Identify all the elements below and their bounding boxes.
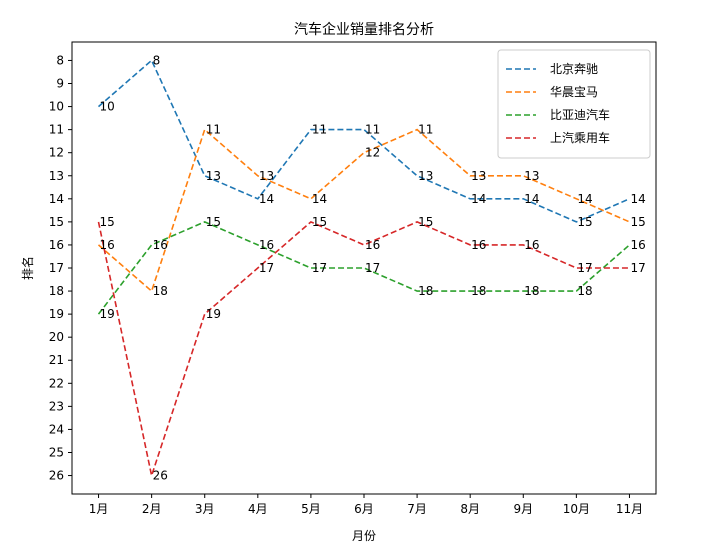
data-label: 11 (312, 123, 327, 137)
data-label: 14 (259, 192, 274, 206)
data-label: 18 (153, 284, 168, 298)
data-label: 26 (153, 469, 168, 483)
x-tick-label: 3月 (195, 502, 215, 516)
data-label: 13 (524, 169, 539, 183)
data-label: 17 (312, 261, 327, 275)
y-tick-label: 20 (49, 330, 64, 344)
data-label: 17 (630, 261, 645, 275)
x-tick-label: 10月 (563, 502, 590, 516)
data-label: 16 (153, 238, 168, 252)
legend-label: 北京奔驰 (550, 62, 598, 76)
series-layer (97, 59, 631, 479)
y-tick-label: 26 (49, 469, 64, 483)
y-axis-label: 排名 (20, 256, 35, 280)
legend-label: 上汽乘用车 (550, 130, 610, 145)
data-label: 14 (471, 192, 486, 206)
y-tick-label: 11 (49, 123, 64, 137)
y-tick-label: 24 (49, 422, 64, 436)
data-label: 13 (259, 169, 274, 183)
series-line-1 (97, 59, 630, 223)
y-tick-label: 25 (49, 445, 64, 459)
data-label: 18 (418, 284, 433, 298)
legend-label: 华晨宝马 (550, 85, 598, 99)
data-label: 19 (100, 307, 115, 321)
data-label: 15 (418, 215, 433, 229)
data-label: 16 (259, 238, 274, 252)
data-label: 18 (577, 284, 592, 298)
data-label: 15 (206, 215, 221, 229)
data-label: 8 (153, 53, 161, 67)
data-label: 11 (365, 123, 380, 137)
series-line-2 (97, 128, 630, 293)
data-label: 14 (630, 192, 645, 206)
data-label: 15 (100, 215, 115, 229)
y-tick-label: 14 (49, 192, 64, 206)
data-label: 12 (365, 146, 380, 160)
legend-label: 比亚迪汽车 (550, 107, 610, 122)
data-label: 14 (577, 192, 592, 206)
data-label: 19 (206, 307, 221, 321)
data-label: 13 (471, 169, 486, 183)
legend-box (497, 49, 651, 159)
y-tick-label: 16 (49, 238, 64, 252)
x-tick-label: 7月 (407, 502, 427, 516)
series-line-3 (97, 221, 631, 315)
y-tick-label: 19 (49, 307, 64, 321)
data-label: 16 (471, 238, 486, 252)
x-tick-label: 6月 (354, 502, 374, 516)
data-label: 18 (471, 284, 486, 298)
data-label: 15 (312, 215, 327, 229)
y-tick-label: 22 (49, 376, 64, 390)
data-label: 17 (365, 261, 380, 275)
x-tick-label: 8月 (460, 502, 480, 516)
data-label: 16 (365, 238, 380, 252)
y-tick-label: 8 (56, 53, 64, 67)
x-tick-label: 1月 (89, 502, 109, 516)
series-line-4 (97, 220, 630, 479)
data-label: 15 (577, 215, 592, 229)
y-tick-label: 21 (49, 353, 64, 367)
x-tick-label: 11月 (616, 502, 643, 516)
data-label: 17 (259, 261, 274, 275)
x-tick-label: 2月 (142, 502, 162, 516)
data-label: 16 (100, 238, 115, 252)
y-tick-label: 9 (56, 77, 64, 91)
x-tick-label: 4月 (248, 502, 268, 516)
y-tick-label: 17 (49, 261, 64, 275)
data-label: 16 (630, 238, 645, 252)
x-axis: 1月 2月 3月 4月 5月 6月 7月 8月 9月 10月 11月 (89, 494, 643, 516)
data-label: 13 (206, 169, 221, 183)
y-tick-label: 18 (49, 284, 64, 298)
y-tick-label: 23 (49, 399, 64, 413)
data-label: 15 (630, 215, 645, 229)
x-tick-label: 5月 (301, 502, 321, 516)
data-label: 17 (577, 261, 592, 275)
x-axis-label: 月份 (352, 529, 376, 543)
y-tick-label: 10 (49, 100, 64, 114)
y-tick-label: 12 (49, 146, 64, 160)
data-label: 16 (524, 238, 539, 252)
data-label: 13 (418, 169, 433, 183)
chart-title: 汽车企业销量排名分析 (294, 21, 434, 38)
data-label: 18 (524, 284, 539, 298)
data-label: 14 (524, 192, 539, 206)
data-label: 11 (206, 123, 221, 137)
data-labels: 10 8 13 14 11 11 13 14 14 15 14 16 18 11 13 14 12 11 13 13 1… (100, 53, 646, 482)
y-tick-label: 15 (49, 215, 64, 229)
y-tick-label: 13 (49, 169, 64, 183)
y-axis: 8 9 10 11 12 13 14 15 16 17 18 19 20 21 22 23 24 25 26 (49, 53, 72, 483)
data-label: 14 (312, 192, 327, 206)
x-tick-label: 9月 (513, 502, 533, 516)
data-label: 11 (418, 123, 433, 137)
data-label: 10 (100, 100, 115, 114)
